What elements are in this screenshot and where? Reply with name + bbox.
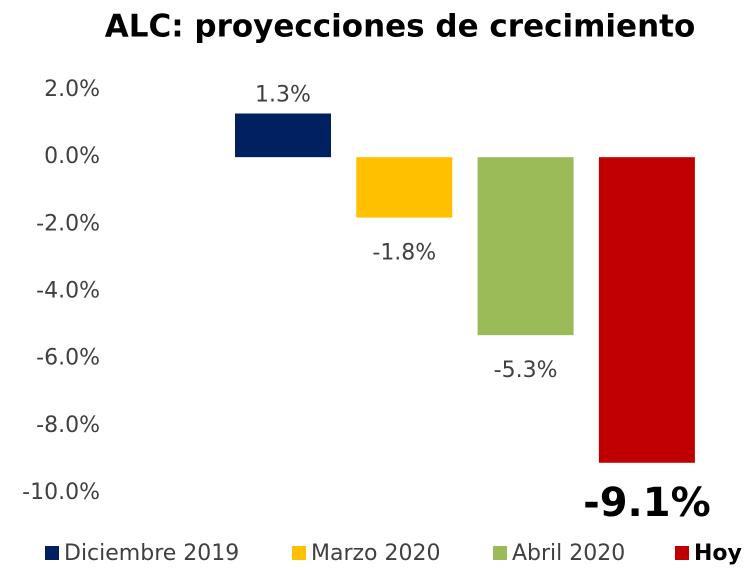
value-label: -5.3% xyxy=(494,358,558,383)
legend-swatch xyxy=(45,546,59,560)
y-tick-label: -2.0% xyxy=(36,211,100,236)
value-label: -1.8% xyxy=(372,241,436,266)
legend-swatch xyxy=(675,546,689,560)
y-tick-label: -4.0% xyxy=(36,279,100,304)
y-tick-label: -8.0% xyxy=(36,413,100,438)
bar xyxy=(235,113,331,158)
legend-label: Marzo 2020 xyxy=(311,541,441,566)
legend-swatch xyxy=(493,546,507,560)
legend-label: Abril 2020 xyxy=(512,541,625,566)
bar xyxy=(356,157,453,218)
bar xyxy=(598,157,695,463)
chart-title: ALC: proyecciones de crecimiento xyxy=(105,9,696,45)
y-tick-label: 0.0% xyxy=(44,144,100,169)
y-tick-label: -10.0% xyxy=(22,480,100,505)
legend-label: Diciembre 2019 xyxy=(64,541,239,566)
legend-swatch xyxy=(292,546,306,560)
value-label: 1.3% xyxy=(255,83,311,108)
legend-label: Hoy xyxy=(694,541,742,566)
y-tick-label: -6.0% xyxy=(36,346,100,371)
bar xyxy=(477,157,574,336)
value-label: -9.1% xyxy=(583,480,711,526)
y-tick-label: 2.0% xyxy=(44,77,100,102)
